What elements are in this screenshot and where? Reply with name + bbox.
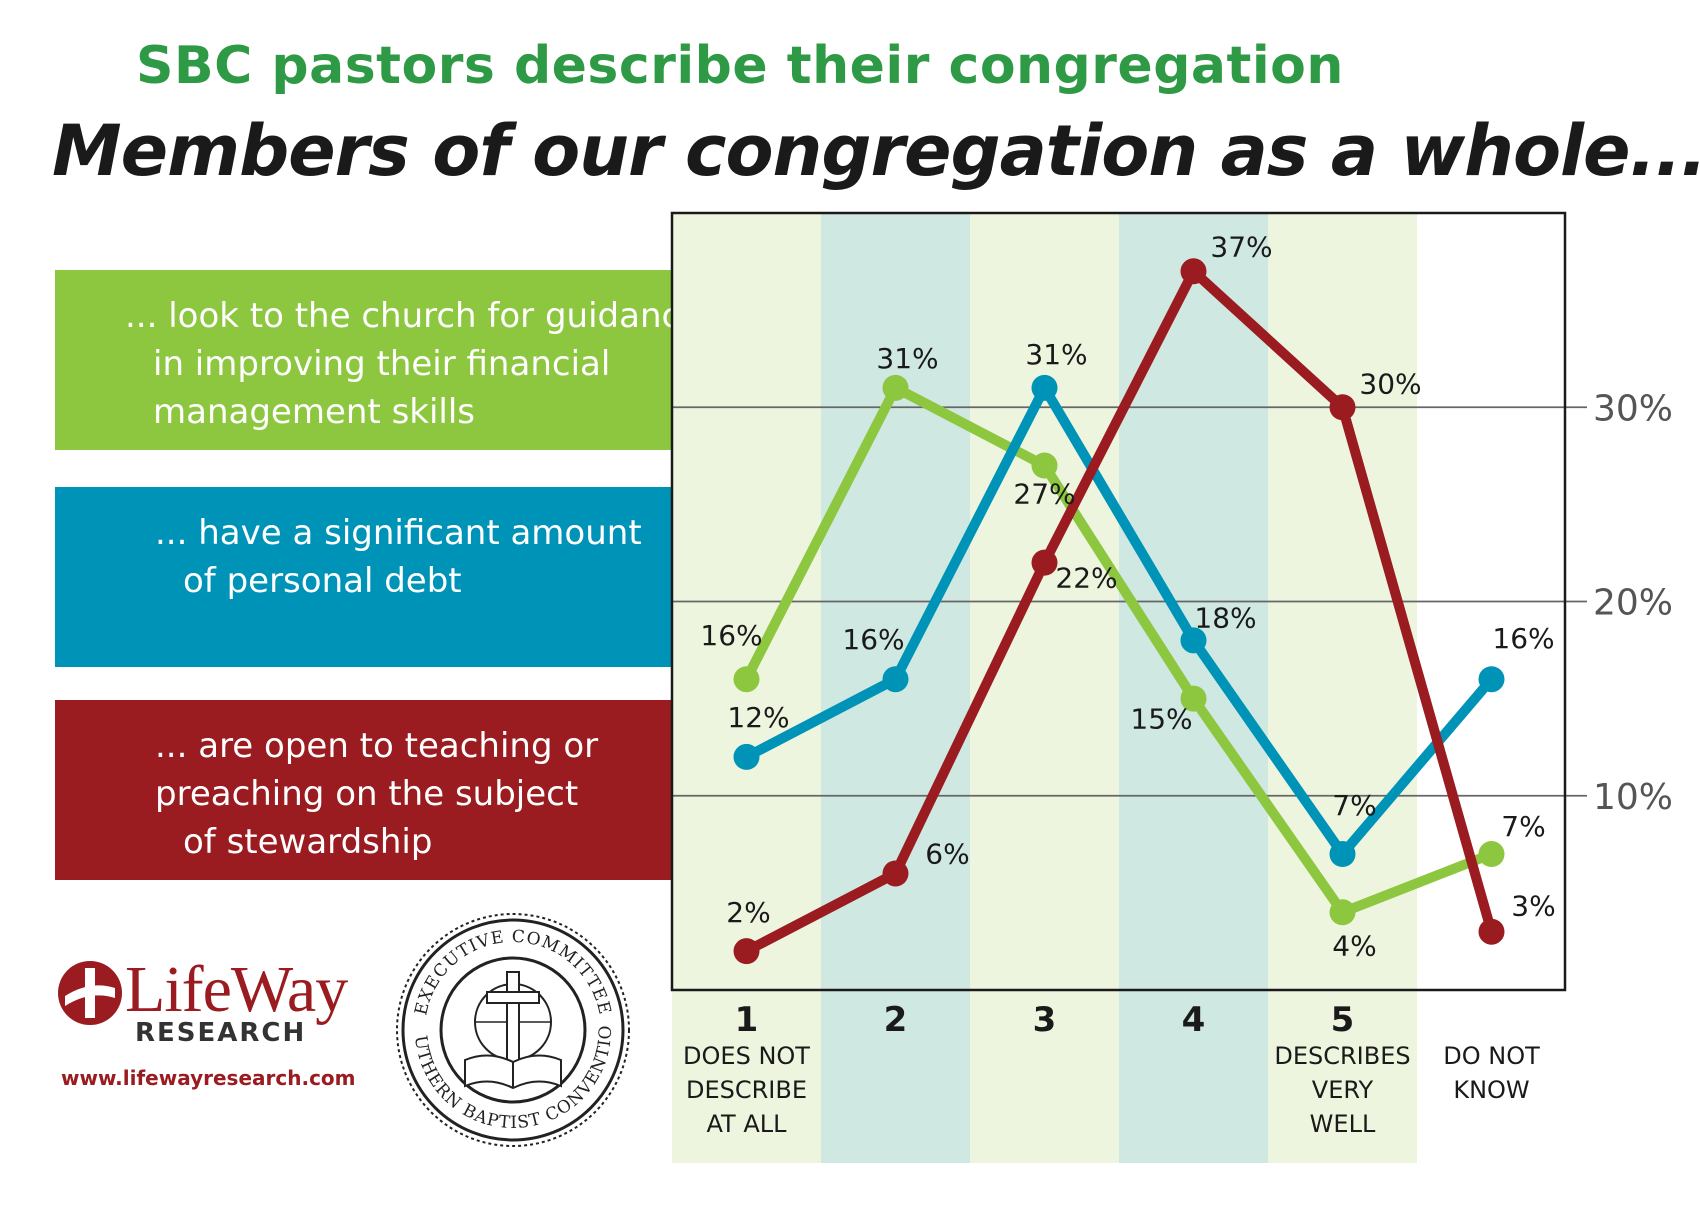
data-point — [733, 743, 760, 770]
data-point — [733, 938, 760, 965]
legend-line: of personal debt — [183, 561, 462, 601]
data-label: 27% — [1013, 478, 1075, 511]
data-label: 4% — [1332, 929, 1376, 962]
data-label: 2% — [726, 896, 770, 929]
series-line — [744, 382, 1496, 860]
data-label: 30% — [1359, 367, 1421, 400]
data-point — [1329, 394, 1356, 421]
legend-line: in improving their financial — [153, 344, 611, 384]
x-tick-label: 2 — [884, 1000, 908, 1040]
legend-line: ... have a significant amount — [155, 513, 642, 553]
data-point — [1031, 374, 1058, 401]
data-point — [882, 666, 909, 693]
y-tick-label: 30% — [1593, 388, 1673, 429]
series-line — [744, 266, 1497, 956]
x-category-description: AT ALL — [706, 1110, 787, 1138]
x-category-description: VERY — [1312, 1076, 1374, 1104]
x-category-description: DESCRIBES — [1274, 1042, 1410, 1070]
legend-line: ... are open to teaching or — [155, 726, 599, 766]
legend-line: management skills — [153, 392, 476, 432]
data-point — [1329, 841, 1356, 868]
data-label: 6% — [925, 837, 969, 870]
data-point — [882, 374, 909, 401]
series-line — [742, 382, 1494, 918]
x-tick-label: 5 — [1331, 1000, 1355, 1040]
legend-line: ... look to the church for guidance — [125, 296, 702, 336]
data-point — [1180, 258, 1207, 285]
chart-subtitle: Members of our congregation as a whole..… — [52, 110, 1700, 192]
data-point — [1329, 899, 1356, 926]
legend-line: of stewardship — [183, 822, 433, 862]
data-point — [1180, 685, 1207, 712]
x-category-description: KNOW — [1453, 1076, 1529, 1104]
data-label: 18% — [1194, 601, 1256, 634]
sbc-seal-icon: EXECUTIVE COMMITTEE SOUTHERN BAPTIST CON… — [393, 910, 630, 1147]
x-category-description: DO NOT — [1443, 1042, 1540, 1070]
data-label: 3% — [1511, 890, 1555, 923]
column-band — [1268, 213, 1417, 1163]
data-point — [1031, 452, 1058, 479]
legend-item-stewardship: ... are open to teaching or preaching on… — [55, 700, 672, 880]
legend-item-personal-debt: ... have a significant amount of persona… — [55, 487, 672, 667]
data-point — [1478, 666, 1505, 693]
data-point — [1031, 549, 1058, 576]
data-label: 31% — [876, 342, 938, 375]
lifeway-research-label: RESEARCH — [135, 1018, 307, 1048]
y-tick-label: 10% — [1593, 777, 1673, 818]
data-point — [1180, 627, 1207, 654]
data-label: 31% — [1025, 338, 1087, 371]
y-tick-label: 20% — [1593, 583, 1673, 624]
x-tick-label: 4 — [1182, 1000, 1206, 1040]
lifeway-url: www.lifewayresearch.com — [61, 1066, 356, 1090]
data-label: 7% — [1332, 789, 1376, 822]
data-point — [1478, 841, 1505, 868]
lifeway-cross-icon — [58, 961, 122, 1025]
column-band — [970, 213, 1119, 1163]
data-point — [882, 860, 909, 887]
data-label: 16% — [842, 623, 904, 656]
x-tick-label: 1 — [735, 1000, 759, 1040]
data-label: 37% — [1210, 230, 1272, 263]
x-category-description: DESCRIBE — [686, 1076, 807, 1104]
x-category-description: WELL — [1310, 1110, 1376, 1138]
data-label: 15% — [1130, 703, 1192, 736]
data-point — [1478, 918, 1505, 945]
plot-frame — [670, 211, 1567, 992]
data-point — [733, 666, 760, 693]
data-label: 12% — [727, 701, 789, 734]
lifeway-research-logo: LifeWay RESEARCH www.lifewayresearch.com — [55, 953, 356, 1098]
data-label: 22% — [1055, 562, 1117, 595]
legend-item-financial-guidance: ... look to the church for guidance in i… — [55, 270, 702, 450]
lifeway-wordmark: LifeWay — [125, 953, 348, 1026]
data-label: 16% — [1492, 622, 1554, 655]
x-tick-label: 3 — [1033, 1000, 1057, 1040]
legend-line: preaching on the subject — [155, 774, 579, 814]
x-category-description: DOES NOT — [683, 1042, 810, 1070]
data-label: 7% — [1501, 810, 1545, 843]
data-label: 16% — [700, 619, 762, 652]
chart-title: SBC pastors describe their congregation — [136, 36, 1344, 96]
